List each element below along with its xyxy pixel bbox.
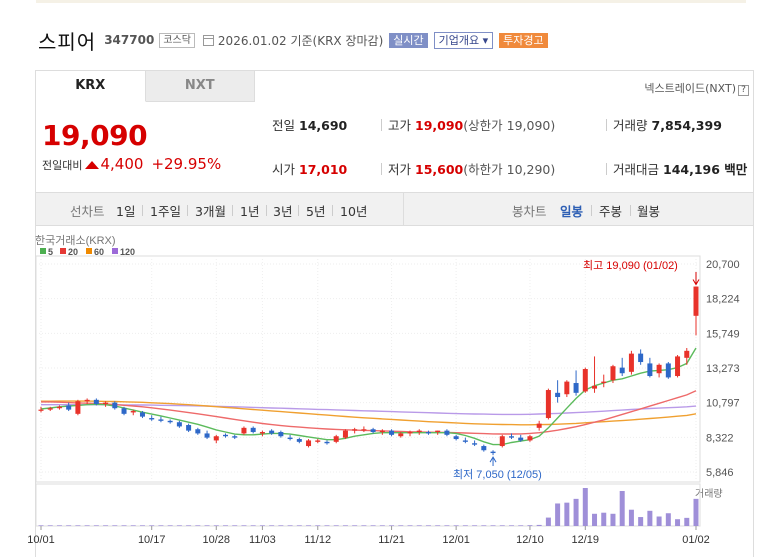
up-arrow-icon xyxy=(85,161,100,169)
period-1d[interactable]: 1일 xyxy=(116,204,136,219)
market-badge: 코스닥 xyxy=(159,32,195,48)
candle-daily[interactable]: 일봉 xyxy=(560,204,584,219)
candle-weekly[interactable]: 주봉 xyxy=(599,204,623,219)
stat-volume: 거래량 7,854,399 xyxy=(613,115,722,134)
investment-warning-badge[interactable]: 투자경고 xyxy=(499,32,548,48)
stat-high-value: 19,090 xyxy=(415,118,464,133)
stat-open-value: 17,010 xyxy=(299,162,348,177)
help-icon[interactable]: ? xyxy=(738,85,749,96)
nextrade-label: 넥스트레이드(NXT) xyxy=(644,82,736,95)
stock-name: 스피어 xyxy=(38,29,97,54)
top-divider xyxy=(36,0,746,3)
stat-low: 저가 15,600(하한가 10,290) xyxy=(388,159,555,178)
stat-prev-label: 전일 xyxy=(272,118,296,133)
stat-volume-label: 거래량 xyxy=(613,118,648,133)
stock-header: 스피어 347700 코스닥 2026.01.02 기준(KRX 장마감) 실시… xyxy=(38,26,548,54)
stat-low-value: 15,600 xyxy=(415,162,464,177)
stat-volume-value: 7,854,399 xyxy=(651,118,722,133)
candle-monthly[interactable]: 월봉 xyxy=(637,204,661,219)
stat-high: 고가 19,090(상한가 19,090) xyxy=(388,115,555,134)
tab-nxt[interactable]: NXT xyxy=(145,71,255,102)
stock-code: 347700 xyxy=(104,33,155,47)
stat-low-label: 저가 xyxy=(388,162,412,177)
period-5y[interactable]: 5년 xyxy=(306,204,326,219)
base-date: 2026.01.02 기준(KRX 장마감) xyxy=(217,33,384,48)
candle-chart-label: 봉차트 xyxy=(512,204,547,219)
exchange-tabs: KRX NXT xyxy=(36,71,255,102)
period-1y[interactable]: 1년 xyxy=(240,204,260,219)
stat-low-limit: (하한가 10,290) xyxy=(463,162,556,177)
stat-amount-value: 144,196 백만 xyxy=(663,162,748,177)
stat-high-label: 고가 xyxy=(388,118,412,133)
period-3m[interactable]: 3개월 xyxy=(195,204,226,219)
price-change-row: 전일대비 4,400 +29.95% xyxy=(42,155,221,173)
stat-amount-label: 거래대금 xyxy=(613,162,660,177)
stat-prev: 전일 14,690 xyxy=(272,115,347,134)
change-value: 4,400 xyxy=(100,155,144,173)
stat-amount: 거래대금 144,196 백만 xyxy=(613,159,747,178)
calendar-icon xyxy=(202,34,214,46)
stat-high-limit: (상한가 19,090) xyxy=(463,118,556,133)
quote-panel: KRX NXT 넥스트레이드(NXT)? 19,090 전일대비 4,400 +… xyxy=(35,70,754,557)
period-10y[interactable]: 10년 xyxy=(340,204,368,219)
line-chart-label: 선차트 xyxy=(70,204,105,219)
tab-krx[interactable]: KRX xyxy=(36,71,146,102)
stat-prev-value: 14,690 xyxy=(299,118,348,133)
period-3y[interactable]: 3년 xyxy=(273,204,293,219)
current-price: 19,090 xyxy=(42,119,148,152)
company-overview-button[interactable]: 기업개요 ▾ xyxy=(433,31,494,49)
realtime-button[interactable]: 실시간 xyxy=(389,32,428,48)
change-label: 전일대비 xyxy=(42,159,83,172)
change-percent: +29.95% xyxy=(151,155,222,173)
period-bar: 선차트 1일 1주일 3개월 1년 3년 5년 10년 봉차트 일봉 주봉 월봉 xyxy=(36,192,753,226)
nextrade-link[interactable]: 넥스트레이드(NXT)? xyxy=(644,80,749,96)
period-1w[interactable]: 1주일 xyxy=(150,204,181,219)
stat-open-label: 시가 xyxy=(272,162,296,177)
stat-open: 시가 17,010 xyxy=(272,159,347,178)
